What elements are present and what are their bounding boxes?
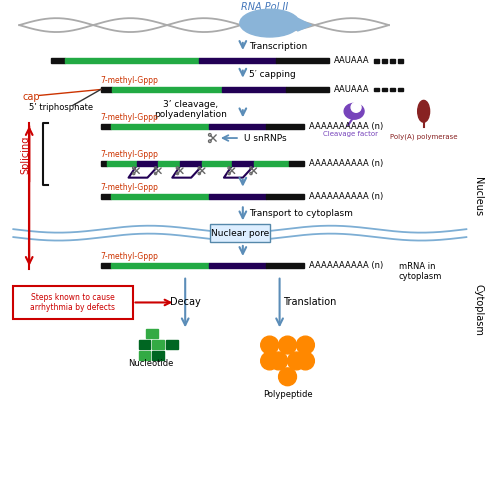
Bar — [137, 162, 158, 166]
Text: U snRNPs: U snRNPs — [244, 134, 286, 142]
Bar — [139, 340, 151, 349]
Bar — [398, 59, 403, 62]
Bar — [111, 124, 208, 128]
Text: Steps known to cause
arrhythmia by defects: Steps known to cause arrhythmia by defec… — [31, 293, 116, 312]
Bar — [390, 59, 395, 62]
Text: 5’ triphosphate: 5’ triphosphate — [29, 103, 93, 112]
Bar — [101, 162, 107, 166]
Circle shape — [288, 352, 305, 370]
Bar — [112, 87, 222, 92]
Bar — [166, 340, 178, 349]
Text: Nucleus: Nucleus — [473, 177, 483, 216]
Text: Polypeptide: Polypeptide — [263, 390, 312, 399]
Bar — [286, 87, 330, 92]
Bar — [101, 124, 111, 128]
Bar — [153, 340, 164, 349]
Text: cap: cap — [22, 92, 40, 102]
Bar — [266, 194, 304, 199]
Bar — [266, 264, 304, 268]
Bar — [101, 264, 111, 268]
Bar — [107, 162, 137, 166]
Bar — [374, 88, 379, 92]
Text: 7-methyl-Gppp: 7-methyl-Gppp — [101, 183, 158, 192]
Text: 7-methyl-Gppp: 7-methyl-Gppp — [101, 150, 158, 160]
Text: mRNA in
cytoplasm: mRNA in cytoplasm — [399, 262, 442, 281]
Text: AAAAAAAAAA (n): AAAAAAAAAA (n) — [310, 262, 383, 270]
Text: Nuclear pore: Nuclear pore — [211, 228, 269, 237]
Text: Cytoplasm: Cytoplasm — [473, 284, 483, 337]
Ellipse shape — [351, 102, 361, 113]
Text: Translation: Translation — [283, 298, 336, 308]
Circle shape — [278, 336, 296, 354]
Text: Poly(A) polymerase: Poly(A) polymerase — [390, 133, 457, 140]
Bar — [153, 351, 164, 360]
Text: Cleavage factor: Cleavage factor — [323, 131, 378, 137]
Text: 5′ capping: 5′ capping — [249, 70, 295, 79]
Bar — [65, 58, 198, 63]
Bar — [222, 87, 286, 92]
Text: 7-methyl-Gppp: 7-methyl-Gppp — [101, 252, 158, 262]
Circle shape — [260, 352, 278, 370]
Bar — [208, 194, 266, 199]
Text: AAAAAAAAAA (n): AAAAAAAAAA (n) — [310, 192, 383, 201]
Bar — [101, 87, 112, 92]
Circle shape — [296, 352, 314, 370]
Bar — [111, 264, 208, 268]
Bar — [111, 194, 208, 199]
FancyBboxPatch shape — [210, 224, 270, 242]
Text: 3’ cleavage,
polyadenylation: 3’ cleavage, polyadenylation — [154, 100, 226, 119]
Circle shape — [278, 368, 296, 386]
Text: RNA Pol II: RNA Pol II — [241, 2, 288, 12]
Text: AAAAAAAAAA (n): AAAAAAAAAA (n) — [310, 122, 383, 130]
Bar — [202, 162, 232, 166]
Text: AAAAAAAAAA (n): AAAAAAAAAA (n) — [310, 160, 383, 168]
Bar — [277, 58, 330, 63]
Bar — [198, 58, 277, 63]
Bar — [158, 162, 180, 166]
Bar — [208, 264, 266, 268]
Circle shape — [296, 336, 314, 354]
Text: Transcription: Transcription — [249, 42, 307, 51]
Ellipse shape — [240, 10, 299, 37]
Bar — [390, 88, 395, 92]
Bar — [374, 59, 379, 62]
Bar — [289, 162, 304, 166]
Circle shape — [270, 352, 288, 370]
Text: Nucleotide: Nucleotide — [128, 360, 173, 368]
Text: AAUAAA: AAUAAA — [334, 56, 370, 66]
Circle shape — [260, 336, 278, 354]
Bar — [398, 88, 403, 92]
Text: Splicing: Splicing — [20, 136, 30, 174]
Text: AAUAAA: AAUAAA — [334, 85, 370, 94]
Bar — [382, 88, 387, 92]
Text: Transport to cytoplasm: Transport to cytoplasm — [249, 209, 353, 218]
Text: 7-methyl-Gppp: 7-methyl-Gppp — [101, 112, 158, 122]
Bar — [139, 351, 151, 360]
Bar — [101, 194, 111, 199]
Bar — [13, 286, 133, 320]
Bar — [51, 58, 65, 63]
Ellipse shape — [344, 104, 364, 119]
Ellipse shape — [417, 100, 430, 122]
Text: Decay: Decay — [170, 298, 201, 308]
Polygon shape — [297, 18, 312, 31]
Bar — [232, 162, 254, 166]
Bar — [146, 329, 158, 338]
Bar — [254, 162, 289, 166]
Bar — [208, 124, 266, 128]
Bar — [180, 162, 202, 166]
Bar — [382, 59, 387, 62]
Bar — [266, 124, 304, 128]
Text: 7-methyl-Gppp: 7-methyl-Gppp — [101, 76, 158, 85]
